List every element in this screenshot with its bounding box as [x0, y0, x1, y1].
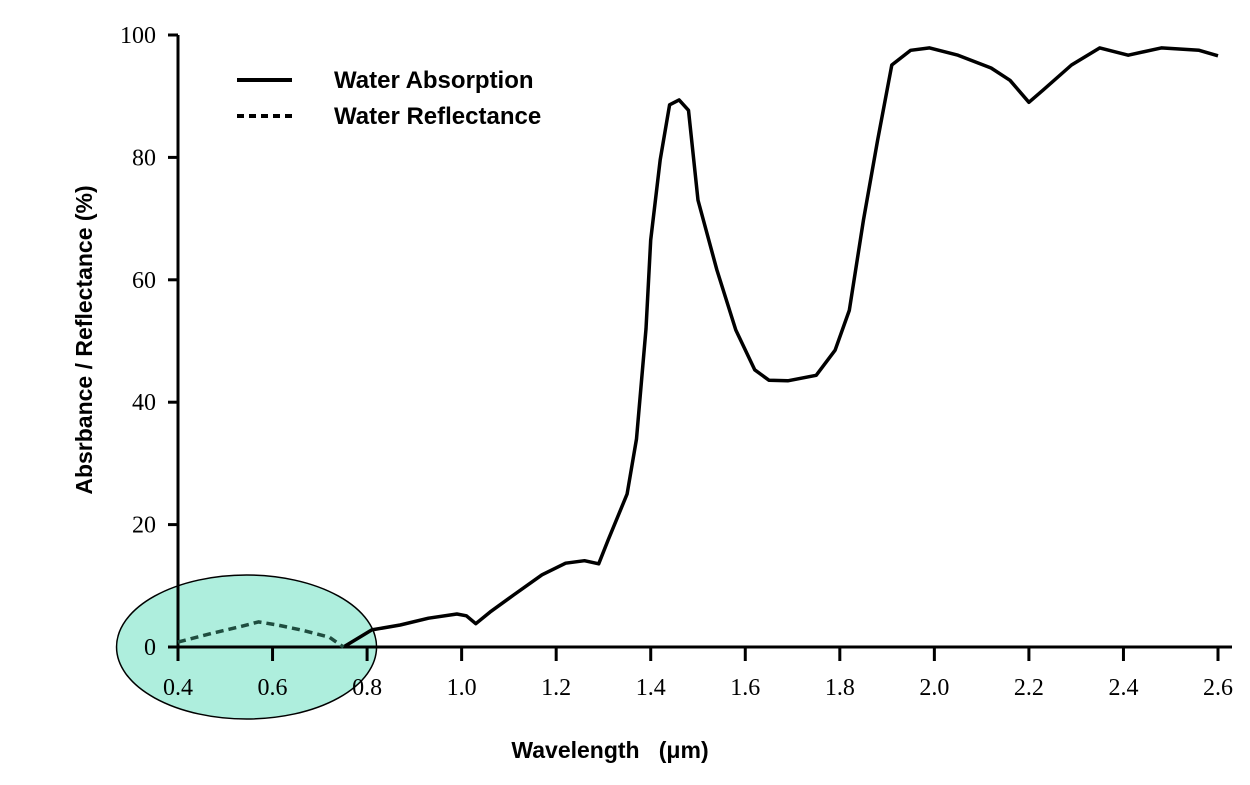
y-tick-label: 60	[132, 268, 156, 294]
x-tick-label: 1.6	[730, 675, 760, 701]
y-tick-label: 100	[120, 23, 156, 49]
x-tick-label: 1.4	[636, 675, 666, 701]
x-tick-label: 0.8	[352, 675, 382, 701]
x-tick-label: 2.2	[1014, 675, 1044, 701]
x-tick-label: 0.6	[258, 675, 288, 701]
y-tick-label: 20	[132, 513, 156, 539]
x-tick-label: 1.2	[541, 675, 571, 701]
y-tick-label: 40	[132, 390, 156, 416]
series-line-water-absorption	[342, 46, 1219, 649]
x-tick-label: 0.4	[163, 675, 193, 701]
y-axis-title: Absrbance / Reflectance (%)	[71, 185, 97, 494]
x-tick-label: 2.0	[919, 675, 949, 701]
x-axis-title: Wavelength (μm)	[511, 737, 708, 763]
y-tick-label: 80	[132, 145, 156, 171]
series-line-water-reflectance	[177, 620, 345, 649]
legend-label-absorption: Water Absorption	[334, 67, 534, 94]
legend-label-reflectance: Water Reflectance	[334, 103, 541, 130]
x-tick-label: 1.0	[447, 675, 477, 701]
x-tick-label: 2.6	[1203, 675, 1233, 701]
x-tick-label: 2.4	[1108, 675, 1138, 701]
y-tick-label: 0	[144, 635, 156, 661]
x-tick-label: 1.8	[825, 675, 855, 701]
legend: Water Absorption Water Reflectance	[237, 67, 541, 130]
